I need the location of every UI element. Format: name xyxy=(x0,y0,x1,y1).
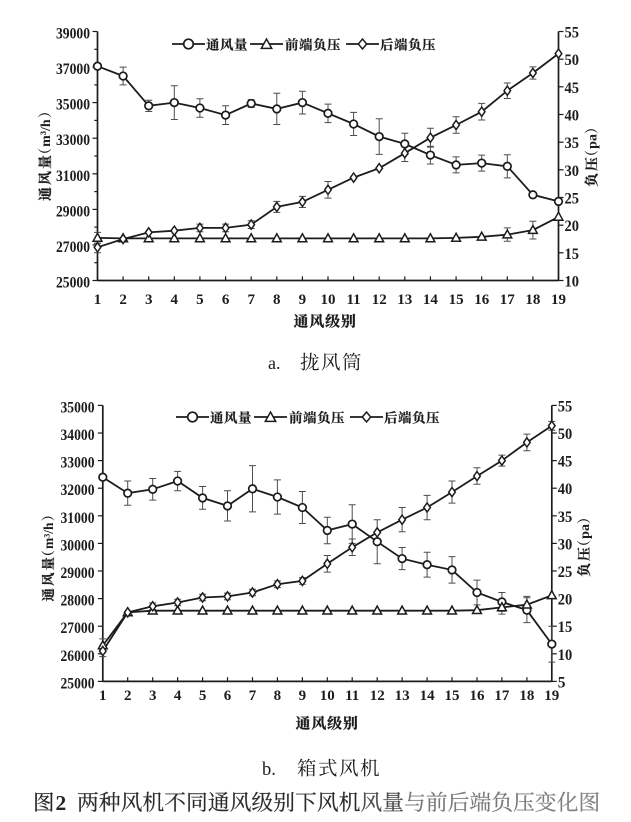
svg-text:10: 10 xyxy=(558,647,573,664)
svg-text:20: 20 xyxy=(558,592,573,609)
svg-text:27000: 27000 xyxy=(61,620,95,637)
svg-text:28000: 28000 xyxy=(61,593,95,610)
svg-text:40: 40 xyxy=(558,481,573,498)
svg-text:40: 40 xyxy=(565,108,580,125)
svg-text:29000: 29000 xyxy=(61,565,95,582)
svg-text:16: 16 xyxy=(470,688,486,704)
svg-text:7: 7 xyxy=(249,688,257,704)
svg-text:14: 14 xyxy=(420,688,436,704)
svg-text:15: 15 xyxy=(565,246,580,263)
svg-text:30: 30 xyxy=(558,536,573,553)
svg-text:15: 15 xyxy=(449,292,464,308)
svg-text:20: 20 xyxy=(565,218,580,235)
svg-text:m³/h: m³/h xyxy=(41,522,56,549)
svg-text:33000: 33000 xyxy=(61,455,95,472)
svg-text:12: 12 xyxy=(372,292,387,308)
svg-text:13: 13 xyxy=(397,292,412,308)
svg-text:10: 10 xyxy=(565,274,580,291)
svg-text:19: 19 xyxy=(551,292,566,308)
svg-text:55: 55 xyxy=(565,25,580,42)
svg-text:8: 8 xyxy=(273,292,281,308)
svg-text:1: 1 xyxy=(94,292,102,308)
svg-text:50: 50 xyxy=(565,52,580,69)
svg-text:pa: pa xyxy=(578,524,593,539)
svg-text:2: 2 xyxy=(124,688,132,704)
svg-text:35000: 35000 xyxy=(56,97,90,114)
svg-text:5: 5 xyxy=(558,674,566,691)
svg-text:14: 14 xyxy=(423,292,439,308)
svg-text:37000: 37000 xyxy=(56,61,90,78)
svg-text:27000: 27000 xyxy=(56,239,90,256)
svg-text:12: 12 xyxy=(370,688,385,704)
svg-text:m³/h: m³/h xyxy=(39,119,54,147)
svg-text:50: 50 xyxy=(558,426,573,443)
svg-text:b.: b. xyxy=(262,760,276,780)
svg-text:16: 16 xyxy=(474,292,490,308)
svg-text:29000: 29000 xyxy=(56,203,90,220)
svg-text:31000: 31000 xyxy=(61,510,95,527)
svg-text:9: 9 xyxy=(299,292,307,308)
svg-text:30000: 30000 xyxy=(61,537,95,554)
svg-text:6: 6 xyxy=(224,688,232,704)
svg-text:15: 15 xyxy=(445,688,460,704)
svg-text:45: 45 xyxy=(558,454,573,471)
svg-text:35: 35 xyxy=(565,135,580,152)
svg-text:1: 1 xyxy=(99,688,107,704)
svg-text:25: 25 xyxy=(558,564,573,581)
svg-text:17: 17 xyxy=(500,292,516,308)
svg-text:a.: a. xyxy=(268,353,281,373)
svg-text:4: 4 xyxy=(171,292,179,308)
svg-text:3: 3 xyxy=(149,688,157,704)
svg-text:13: 13 xyxy=(395,688,410,704)
svg-text:7: 7 xyxy=(247,292,255,308)
svg-text:pa: pa xyxy=(586,134,601,149)
svg-text:10: 10 xyxy=(320,688,335,704)
svg-text:5: 5 xyxy=(199,688,207,704)
svg-text:2: 2 xyxy=(119,292,127,308)
svg-text:11: 11 xyxy=(347,292,361,308)
svg-text:15: 15 xyxy=(558,619,573,636)
svg-text:11: 11 xyxy=(345,688,359,704)
svg-text:33000: 33000 xyxy=(56,132,90,149)
svg-text:32000: 32000 xyxy=(61,482,95,499)
svg-text:45: 45 xyxy=(565,80,580,97)
svg-text:34000: 34000 xyxy=(61,427,95,444)
svg-text:31000: 31000 xyxy=(56,168,90,185)
svg-text:9: 9 xyxy=(299,688,307,704)
svg-text:39000: 39000 xyxy=(56,26,90,43)
svg-text:6: 6 xyxy=(222,292,230,308)
svg-text:26000: 26000 xyxy=(61,648,95,665)
svg-text:55: 55 xyxy=(558,398,573,415)
svg-text:25000: 25000 xyxy=(56,275,90,292)
svg-text:30: 30 xyxy=(565,163,580,180)
svg-text:8: 8 xyxy=(274,688,282,704)
svg-text:10: 10 xyxy=(321,292,336,308)
svg-text:25000: 25000 xyxy=(61,675,95,692)
svg-text:25: 25 xyxy=(565,191,580,208)
svg-text:35: 35 xyxy=(558,509,573,526)
svg-text:2: 2 xyxy=(56,791,67,815)
svg-text:5: 5 xyxy=(196,292,204,308)
svg-text:17: 17 xyxy=(494,688,510,704)
svg-text:35000: 35000 xyxy=(61,399,95,416)
svg-text:18: 18 xyxy=(525,292,540,308)
svg-text:3: 3 xyxy=(145,292,153,308)
svg-text:19: 19 xyxy=(544,688,559,704)
svg-text:4: 4 xyxy=(174,688,182,704)
svg-text:18: 18 xyxy=(519,688,534,704)
